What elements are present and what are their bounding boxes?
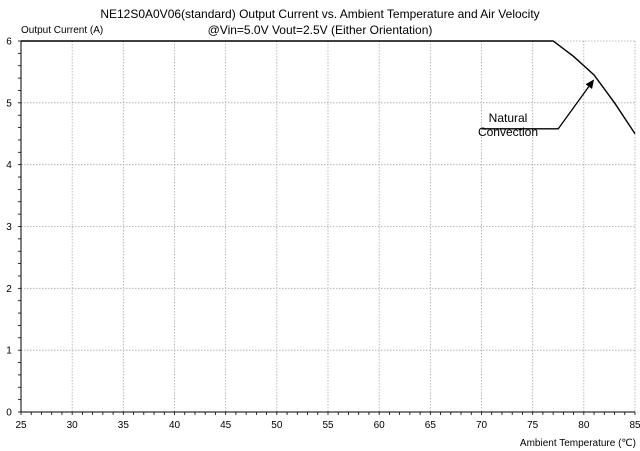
tick-marks [18,40,636,415]
x-tick-label: 85 [629,420,640,431]
x-tick-label: 50 [271,420,283,431]
y-tick-label: 1 [6,346,12,357]
y-tick-labels: 0 1 2 3 4 5 6 [6,37,12,419]
chart-subtitle: @Vin=5.0V Vout=2.5V (Either Orientation) [208,23,433,37]
chart-title: NE12S0A0V06(standard) Output Current vs.… [100,7,539,21]
x-tick-label: 30 [67,420,79,431]
y-tick-label: 0 [6,408,12,419]
x-tick-label: 55 [322,420,334,431]
x-tick-label: 35 [118,420,130,431]
series-line-natural-convection [21,40,636,135]
x-tick-label: 40 [169,420,181,431]
annotation-label-line2: Convection [478,125,538,139]
x-tick-label: 65 [425,420,437,431]
y-axis-label: Output Current (A) [21,25,103,36]
x-tick-labels: 25 30 35 40 45 50 55 60 65 70 75 80 85 [15,420,640,431]
x-tick-label: 75 [527,420,539,431]
x-tick-label: 45 [220,420,232,431]
x-tick-label: 60 [374,420,386,431]
y-tick-label: 5 [6,98,12,109]
annotation-arrowhead [585,79,595,89]
y-tick-label: 3 [6,222,12,233]
y-tick-label: 2 [6,284,12,295]
grid-lines [21,40,636,412]
series [21,40,636,135]
x-tick-label: 80 [578,420,590,431]
y-tick-label: 6 [6,37,12,48]
annotation: Natural Convection [478,79,595,139]
x-tick-label: 70 [476,420,488,431]
annotation-leader-line [481,86,590,130]
y-tick-label: 4 [6,160,12,171]
x-axis-label: Ambient Temperature (℃) [520,438,636,449]
annotation-label-line1: Natural [489,111,528,125]
x-tick-label: 25 [15,420,27,431]
